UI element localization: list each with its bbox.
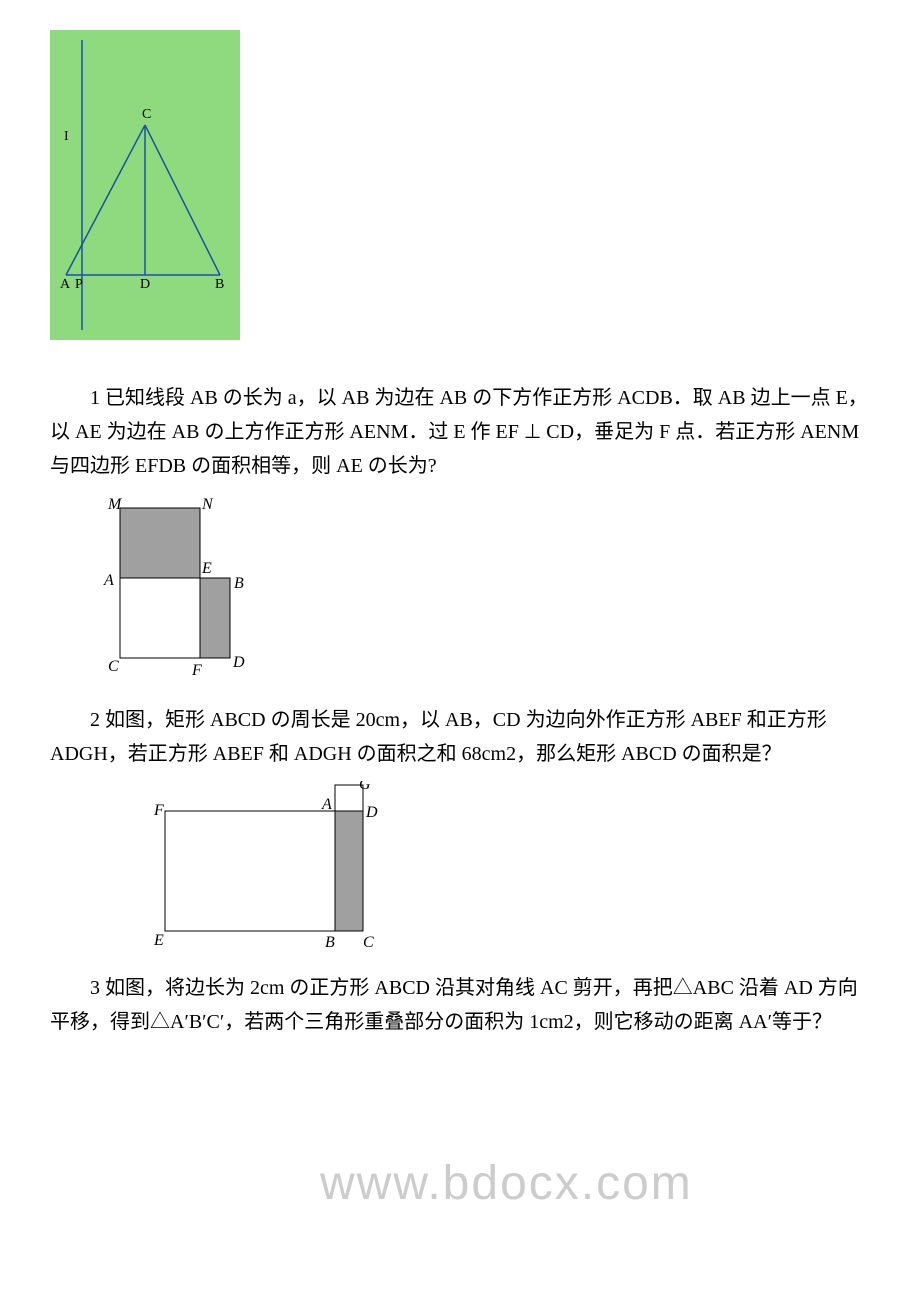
label-A3: A: [321, 796, 332, 813]
document-content: I C A P D B 1 已知线段 AB の长为 a，以 AB 为边在 AB …: [50, 30, 870, 1039]
figure-2-container: M N A E B C F D www.bdocx.com: [90, 493, 870, 683]
label-E: E: [201, 560, 212, 577]
figure-3-container: F A G D E B C: [150, 781, 870, 951]
label-E3: E: [153, 932, 164, 949]
label-B: B: [215, 277, 224, 292]
label-A: A: [60, 277, 71, 292]
figure-3-svg: F A G D E B C: [150, 781, 410, 951]
problem-2-text: 2 如图，矩形 ABCD の周长是 20cm，以 AB，CD 为边向外作正方形 …: [50, 703, 870, 771]
label-B2: B: [234, 575, 244, 592]
label-D: D: [140, 277, 150, 292]
label-F3: F: [153, 802, 164, 819]
figure-1-svg: I C A P D B: [60, 40, 230, 330]
label-D3: D: [365, 804, 378, 821]
label-N: N: [201, 496, 214, 513]
figure-2-svg: M N A E B C F D: [90, 493, 290, 683]
problem-3-text: 3 如图，将边长为 2cm の正方形 ABCD 沿其对角线 AC 剪开，再把△A…: [50, 971, 870, 1039]
label-C: C: [142, 107, 151, 122]
watermark-text: www.bdocx.com: [320, 1143, 693, 1225]
label-A2: A: [103, 572, 114, 589]
label-C3: C: [363, 934, 374, 951]
label-D2: D: [232, 654, 245, 671]
label-B3: B: [325, 934, 335, 951]
figure-1-container: I C A P D B: [50, 30, 870, 351]
label-F: F: [191, 662, 202, 679]
label-G: G: [359, 781, 371, 793]
problem-1-text: 1 已知线段 AB の长为 a，以 AB 为边在 AB の下方作正方形 ACDB…: [50, 381, 870, 483]
label-I: I: [64, 129, 69, 144]
label-C2: C: [108, 658, 119, 675]
label-M: M: [107, 496, 123, 513]
label-P: P: [75, 277, 83, 292]
figure-1-bg: I C A P D B: [50, 30, 240, 340]
